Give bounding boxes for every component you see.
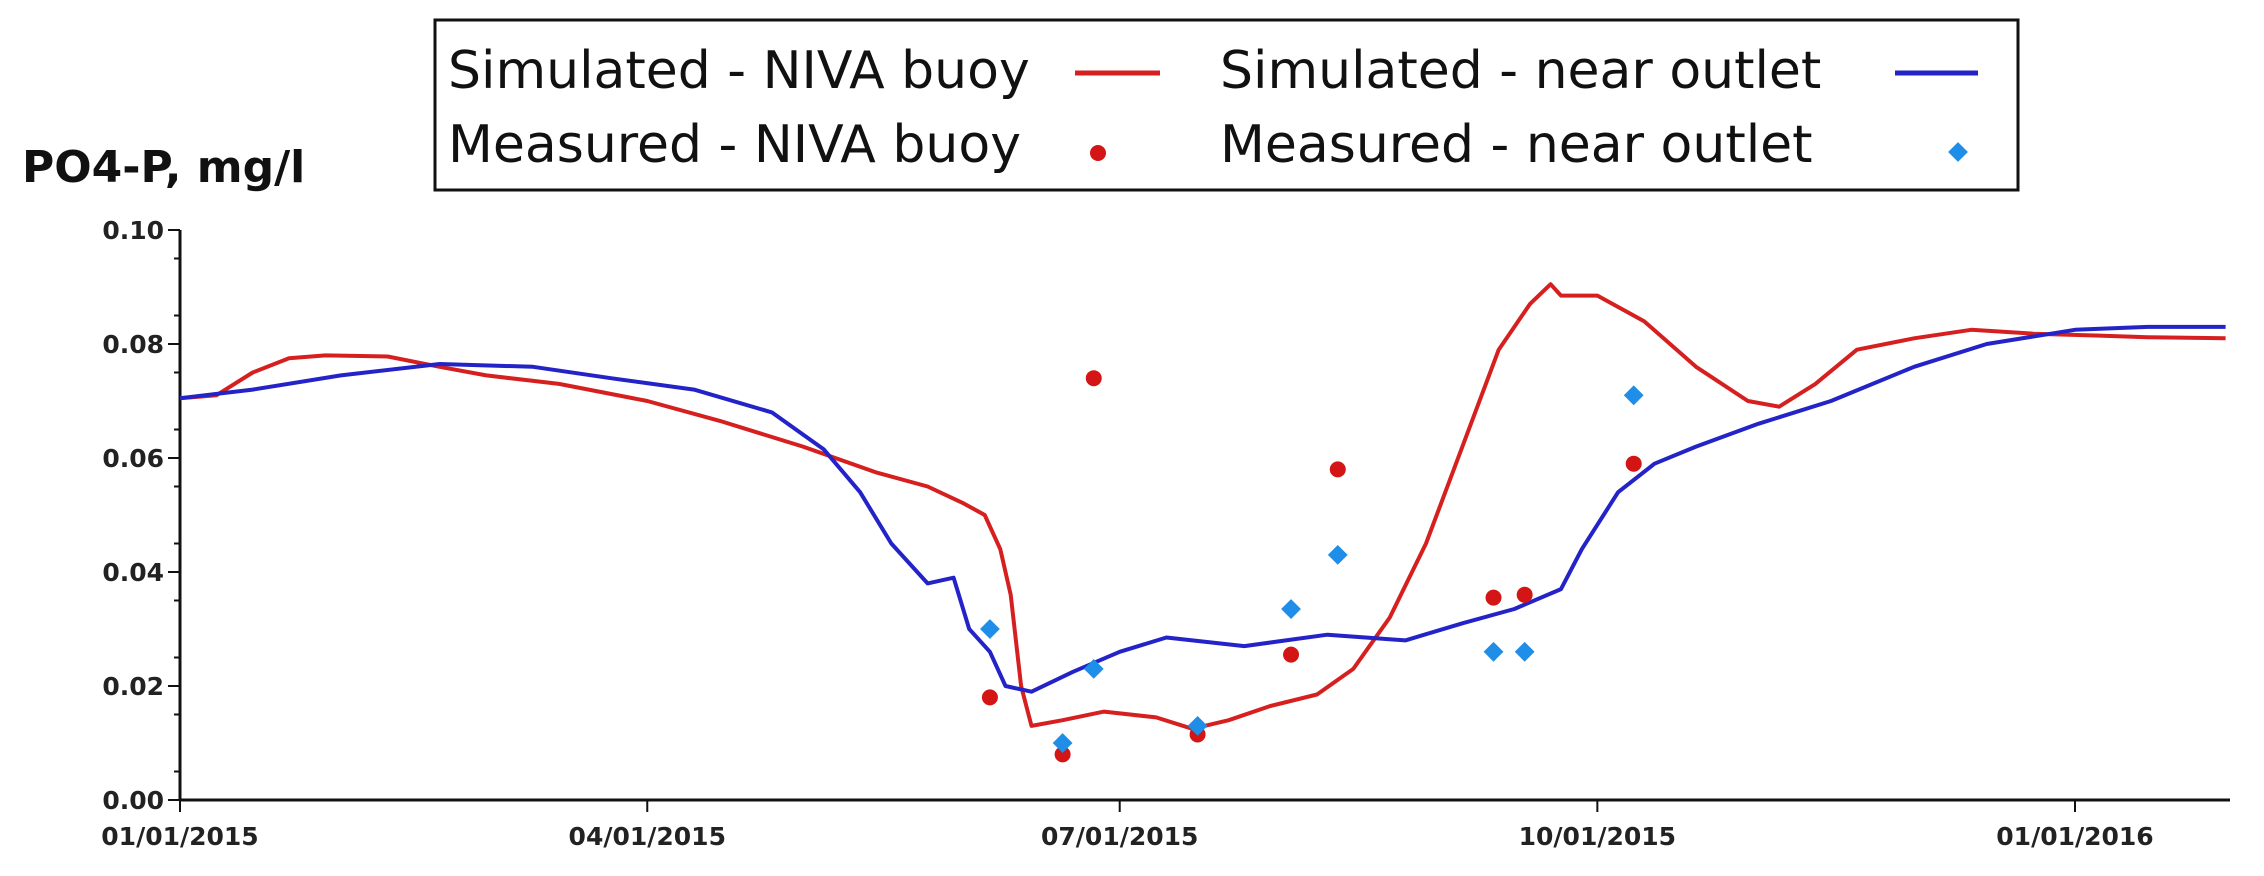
y-tick-label: 0.04 <box>102 558 164 587</box>
series-layer <box>179 282 2226 763</box>
data-point-3 <box>1623 385 1644 406</box>
data-point-3 <box>980 619 1000 639</box>
data-point-2 <box>1054 746 1071 763</box>
y-axis-label: PO4-P, mg/l <box>22 142 305 193</box>
legend-box <box>433 18 2020 192</box>
y-tick-label: 0.10 <box>102 216 164 245</box>
data-point-2 <box>1085 370 1102 387</box>
legend-label-meas-outlet: Measured - near outlet <box>1220 115 1813 175</box>
x-tick-label: 01/01/2015 <box>101 822 258 851</box>
legend-label-sim-outlet: Simulated - near outlet <box>1220 41 1821 101</box>
data-point-2 <box>981 689 998 706</box>
x-tick-label: 01/01/2016 <box>1996 822 2153 851</box>
data-point-3 <box>1281 599 1301 619</box>
y-tick-label: 0.06 <box>102 444 164 473</box>
data-point-2 <box>1329 461 1346 478</box>
y-tick-label: 0.00 <box>102 786 164 815</box>
y-ticks: 0.00 0.02 0.04 0.06 0.08 0.10 <box>102 216 180 815</box>
data-point-2 <box>1516 586 1533 603</box>
data-point-2 <box>1283 646 1300 663</box>
x-tick-label: 10/01/2015 <box>1519 822 1676 851</box>
x-tick-label: 04/01/2015 <box>569 822 726 851</box>
data-point-2 <box>1485 589 1502 606</box>
data-point-3 <box>1083 659 1104 679</box>
series-line-1 <box>179 324 2226 694</box>
legend: Simulated - NIVA buoy Simulated - near o… <box>433 18 2020 192</box>
y-tick-label: 0.02 <box>102 672 164 701</box>
legend-marker-meas-outlet <box>1948 142 1968 162</box>
x-ticks: 01/01/2015 04/01/2015 07/01/2015 10/01/2015… <box>101 800 2154 851</box>
y-tick-label: 0.08 <box>102 330 164 359</box>
data-point-3 <box>1483 641 1504 662</box>
legend-label-meas-buoy: Measured - NIVA buoy <box>448 115 1021 175</box>
x-tick-label: 07/01/2015 <box>1041 822 1198 851</box>
data-point-2 <box>1625 455 1642 472</box>
legend-label-sim-buoy: Simulated - NIVA buoy <box>448 41 1030 101</box>
data-point-3 <box>1187 716 1208 736</box>
data-point-3 <box>1052 733 1073 753</box>
series-line-0 <box>179 282 2226 731</box>
axes <box>178 230 2230 802</box>
data-point-3 <box>1514 641 1535 662</box>
legend-marker-meas-buoy <box>1090 145 1106 161</box>
data-point-3 <box>1327 545 1348 565</box>
